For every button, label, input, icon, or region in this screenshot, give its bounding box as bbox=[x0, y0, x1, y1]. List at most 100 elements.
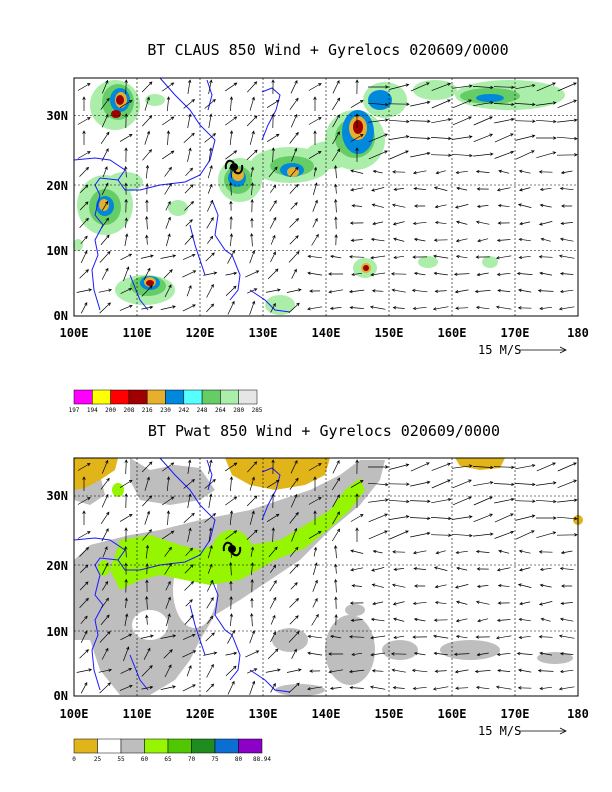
wind-vector bbox=[388, 102, 410, 106]
wind-vector bbox=[120, 633, 133, 641]
wind-vector bbox=[270, 184, 277, 193]
wind-vector bbox=[312, 182, 318, 196]
colorbar-label: 70 bbox=[188, 756, 196, 763]
wind-vector bbox=[142, 529, 153, 541]
wind-vector bbox=[538, 170, 553, 174]
wind-vector bbox=[367, 102, 389, 107]
wind-vector bbox=[144, 476, 150, 491]
wind-vector bbox=[229, 561, 233, 576]
wind-vector bbox=[98, 668, 113, 673]
wind-vector bbox=[271, 493, 275, 509]
wind-vector bbox=[559, 566, 574, 571]
wind-vector bbox=[268, 546, 278, 558]
wind-vector bbox=[332, 460, 340, 474]
wind-vector bbox=[370, 617, 385, 622]
wind-vector bbox=[141, 305, 154, 310]
wind-vector bbox=[291, 648, 297, 659]
wind-vector bbox=[145, 563, 149, 575]
wind-vector bbox=[539, 187, 552, 192]
wind-vector bbox=[160, 634, 177, 639]
lon-label: 150E bbox=[375, 707, 404, 721]
wind-vector bbox=[473, 481, 494, 487]
wind-vector bbox=[558, 634, 575, 639]
wind-vector bbox=[454, 289, 469, 294]
wind-vector bbox=[409, 136, 431, 141]
wind-vector bbox=[290, 493, 298, 508]
wind-vector bbox=[410, 100, 431, 107]
wind-vector bbox=[561, 584, 573, 588]
wind-vector bbox=[451, 533, 473, 538]
wind-vector bbox=[270, 251, 276, 263]
wind-vector bbox=[514, 119, 536, 123]
wind-vector bbox=[268, 166, 278, 178]
wind-vector bbox=[538, 635, 553, 639]
wind-vector bbox=[430, 516, 452, 521]
wind-vector bbox=[102, 580, 109, 591]
wind-vector bbox=[141, 685, 154, 690]
wind-vector bbox=[288, 631, 300, 643]
wind-vector bbox=[368, 150, 388, 160]
wind-vector bbox=[515, 514, 536, 521]
wind-vector bbox=[472, 85, 494, 90]
wind-vector bbox=[431, 117, 452, 124]
wind-vector bbox=[517, 306, 532, 310]
wind-vector bbox=[271, 147, 275, 163]
wind-vector bbox=[205, 252, 215, 262]
wind-vector bbox=[145, 544, 150, 559]
wind-vector bbox=[271, 459, 275, 475]
wind-vector bbox=[351, 652, 363, 657]
wind-vector bbox=[434, 584, 447, 589]
wind-vector bbox=[79, 546, 90, 557]
lon-label: 130E bbox=[249, 326, 278, 340]
wind-vector bbox=[392, 221, 405, 226]
wind-vector bbox=[539, 306, 553, 311]
wind-vector bbox=[518, 668, 532, 673]
wind-vector bbox=[454, 204, 469, 209]
wind-vector bbox=[349, 669, 365, 674]
wind-vector bbox=[229, 200, 233, 211]
wind-vector bbox=[124, 562, 128, 575]
wind-vector bbox=[435, 170, 446, 175]
wind-vector bbox=[119, 514, 133, 522]
wind-vector bbox=[183, 99, 195, 109]
wind-vector bbox=[535, 499, 557, 504]
wind-vector bbox=[160, 685, 176, 690]
wind-vector bbox=[350, 514, 364, 522]
wind-vector bbox=[267, 648, 279, 660]
wind-vector bbox=[204, 513, 217, 523]
wind-vector bbox=[99, 682, 111, 694]
wind-vector bbox=[165, 596, 171, 609]
wind-vector bbox=[519, 221, 531, 226]
colorbar-swatch bbox=[238, 389, 258, 405]
wind-vector bbox=[269, 200, 277, 212]
wind-vector bbox=[100, 477, 110, 490]
wind-vector bbox=[119, 134, 133, 142]
wind-vector bbox=[370, 635, 386, 640]
colorbar-swatch bbox=[167, 738, 192, 754]
wind-vector bbox=[538, 221, 553, 226]
wind-vector bbox=[101, 562, 109, 575]
wind-vector bbox=[207, 563, 213, 574]
wind-vector bbox=[456, 186, 468, 191]
lon-label: 170E bbox=[501, 707, 530, 721]
wind-vector bbox=[269, 216, 277, 229]
wind-vector bbox=[496, 272, 511, 277]
wind-vector bbox=[391, 288, 406, 293]
wind-vector bbox=[539, 567, 552, 572]
wind-vector bbox=[538, 255, 553, 259]
colorbar-swatch bbox=[214, 738, 239, 754]
wind-vector bbox=[559, 289, 574, 294]
wind-vector bbox=[453, 272, 470, 276]
wind-vector bbox=[476, 272, 489, 277]
wind-vector bbox=[536, 82, 556, 92]
colorbar-swatch bbox=[73, 389, 93, 405]
wind-vector bbox=[557, 118, 578, 123]
wind-vector bbox=[332, 114, 340, 128]
wind-vector bbox=[271, 79, 275, 95]
wind-vector bbox=[206, 217, 214, 229]
wind-vector bbox=[225, 271, 238, 276]
wind-vector bbox=[187, 527, 192, 542]
wind-vector bbox=[79, 217, 89, 228]
colorbar-swatch bbox=[97, 738, 122, 754]
